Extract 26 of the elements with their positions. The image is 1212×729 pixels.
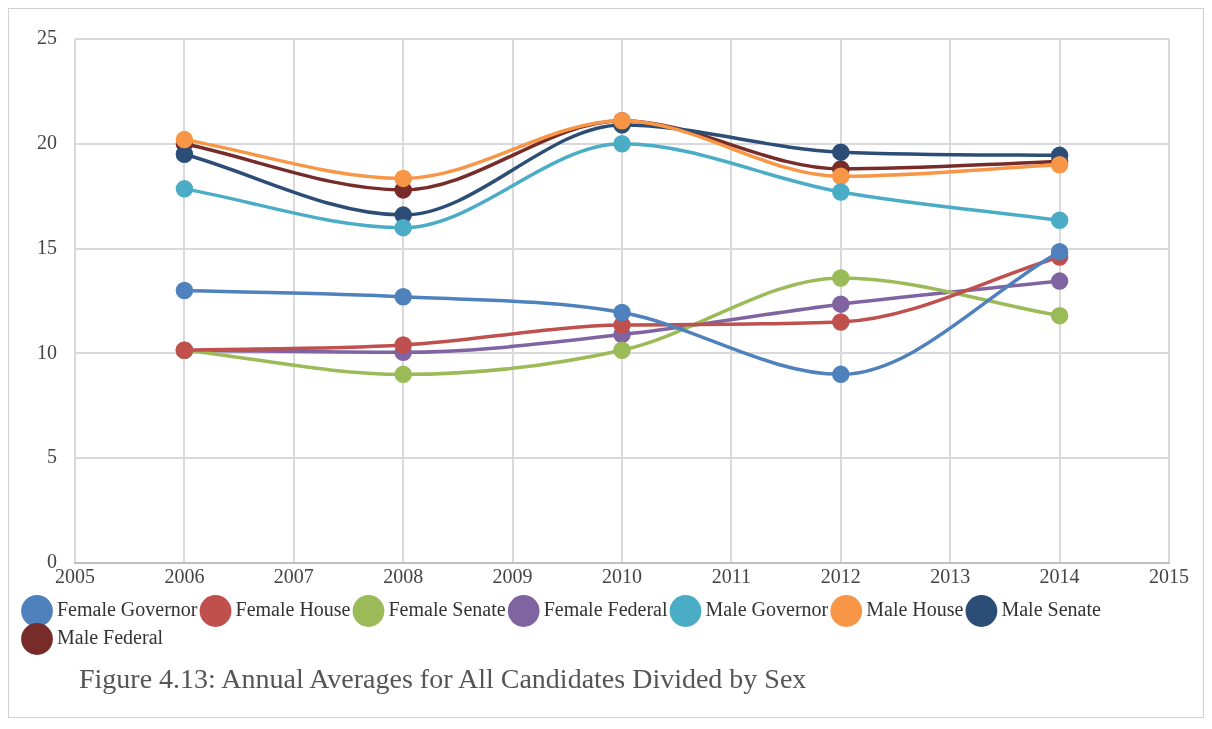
legend-label: Female House	[235, 598, 351, 621]
legend-label: Male Senate	[1001, 598, 1101, 621]
caption: Figure 4.13: Annual Averages for All Candidates Divided by Sex	[78, 662, 808, 696]
y-tick-label: 25	[37, 26, 57, 49]
x-tick-label: 2011	[711, 565, 752, 588]
legend-label: Female Federal	[543, 598, 668, 621]
x-tick-label: 2015	[1149, 565, 1189, 588]
legend-label: Female Governor	[57, 598, 198, 621]
x-tick-label: 2008	[383, 565, 424, 588]
y-tick-label: 20	[37, 131, 57, 154]
y-tick-label: 10	[37, 340, 57, 363]
x-tick-label: 2012	[820, 565, 861, 588]
y-tick-label: 15	[37, 235, 57, 258]
y-tick-label: 0	[47, 550, 57, 573]
x-tick-label: 2010	[602, 565, 642, 588]
legend-label: Male House	[866, 598, 964, 621]
legend-label: Male Federal	[57, 626, 164, 649]
x-tick-label: 2005	[55, 565, 95, 588]
x-tick-label: 2009	[492, 565, 533, 588]
legend-label: Male Governor	[705, 598, 829, 621]
x-tick-label: 2007	[273, 565, 314, 588]
x-tick-label: 2014	[1039, 565, 1080, 588]
y-tick-label: 5	[47, 445, 57, 468]
x-tick-label: 2006	[164, 565, 205, 588]
legend-label: Female Senate	[388, 598, 506, 621]
x-tick-label: 2013	[930, 565, 971, 588]
